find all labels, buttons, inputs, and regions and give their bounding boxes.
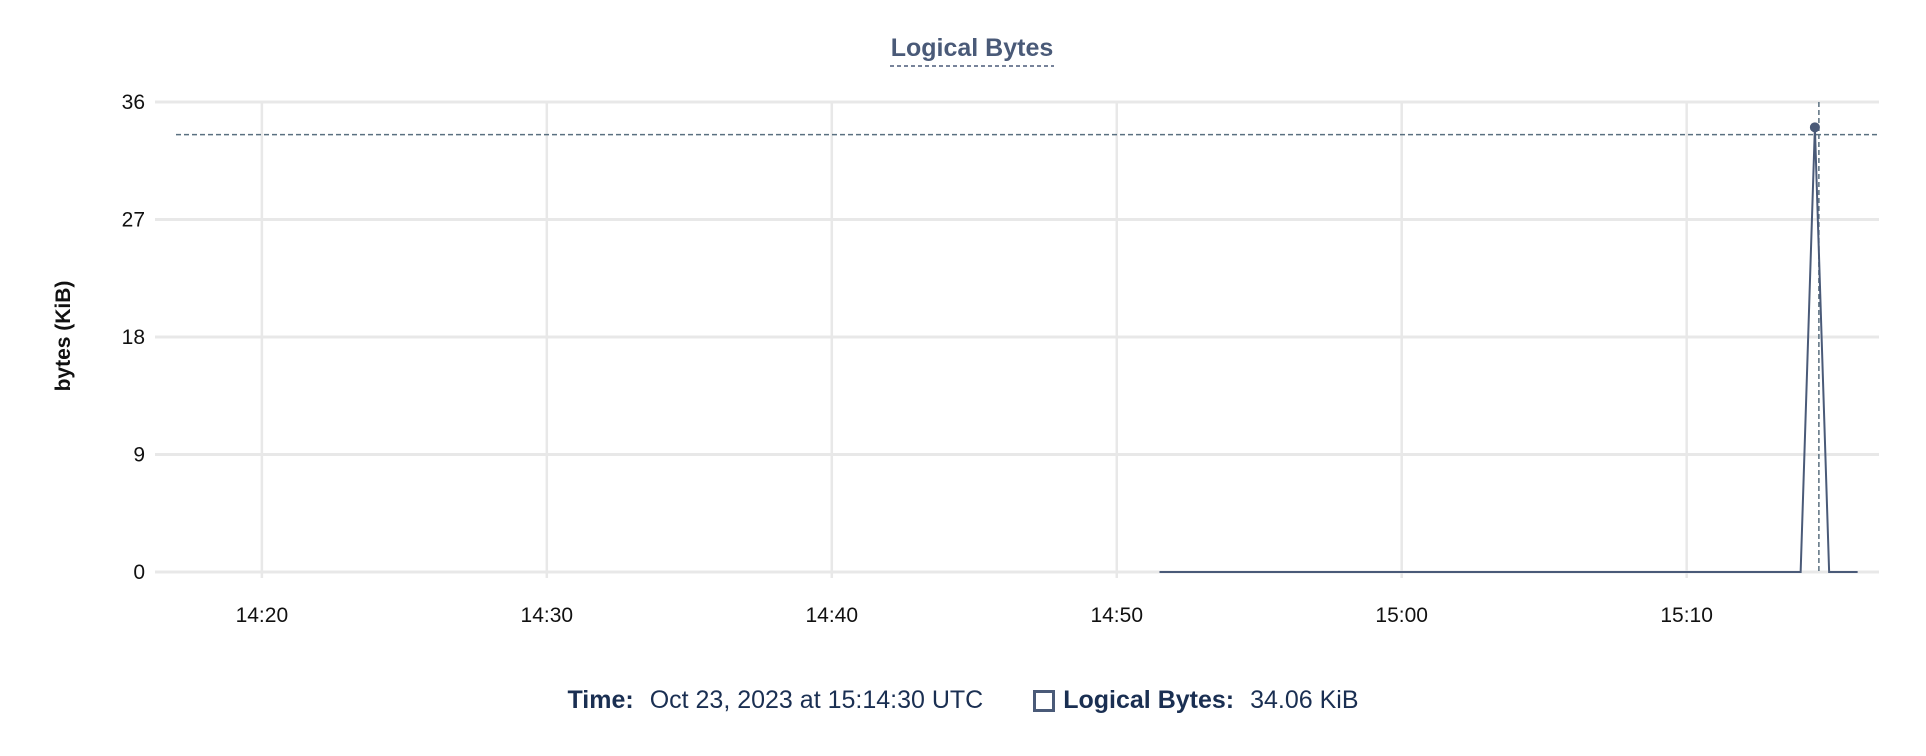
time-label: Time: [567, 686, 634, 714]
y-tick-label: 9 [133, 444, 145, 467]
x-tick-label: 15:10 [1660, 604, 1713, 627]
x-tick-label: 14:30 [521, 604, 574, 627]
series-toggle-checkbox[interactable] [1033, 689, 1056, 712]
x-tick-label: 14:40 [805, 604, 858, 627]
hover-point [1809, 122, 1820, 133]
y-tick-label: 27 [122, 209, 145, 232]
time-value: Oct 23, 2023 at 15:14:30 UTC [649, 686, 984, 714]
y-axis-label: bytes (KiB) [52, 281, 75, 392]
hover-legend: Time: Oct 23, 2023 at 15:14:30 UTC Logic… [0, 686, 1926, 715]
series-line [1159, 127, 1858, 573]
x-tick-label: 14:50 [1090, 604, 1143, 627]
chart-title[interactable]: Logical Bytes [891, 34, 1054, 62]
y-tick-label: 18 [122, 326, 145, 349]
series-value: 34.06 KiB [1250, 686, 1359, 714]
y-tick-label: 0 [133, 561, 145, 584]
series-label: Logical Bytes: [1063, 686, 1235, 714]
y-tick-label: 36 [122, 91, 145, 114]
x-tick-label: 15:00 [1375, 604, 1428, 627]
x-tick-label: 14:20 [236, 604, 289, 627]
